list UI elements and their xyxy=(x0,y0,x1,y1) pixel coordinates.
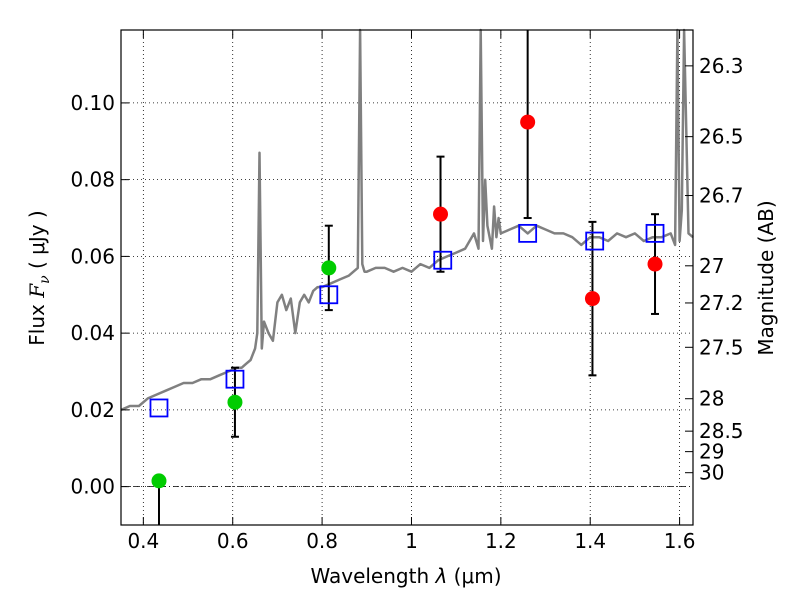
magnitude-tick-label: 27.5 xyxy=(699,335,744,359)
green-point xyxy=(151,473,167,489)
red-point xyxy=(433,206,449,222)
red-point xyxy=(647,256,663,272)
x-tick-label: 1.2 xyxy=(485,529,517,553)
x-tick-label: 0.6 xyxy=(217,529,249,553)
magnitude-tick-label: 28.5 xyxy=(699,419,744,443)
magnitude-tick-label: 26.7 xyxy=(699,184,744,208)
x-tick-label: 0.8 xyxy=(306,529,338,553)
y-tick-label: 0.04 xyxy=(70,321,115,345)
grid-lines xyxy=(121,30,693,525)
open-square-point xyxy=(433,250,453,270)
magnitude-tick-label: 28 xyxy=(699,387,724,411)
magnitude-axis-label: Magnitude (AB) xyxy=(754,200,778,355)
x-tick-label: 1.4 xyxy=(574,529,606,553)
red-point xyxy=(584,291,600,307)
x-tick-label: 1.6 xyxy=(664,529,696,553)
open-square-point xyxy=(645,223,665,243)
open-square-point xyxy=(225,369,245,389)
open-square-point xyxy=(518,223,538,243)
plot-frame xyxy=(120,29,694,526)
y-tick-label: 0.02 xyxy=(70,398,115,422)
magnitude-tick-label: 29 xyxy=(699,440,724,464)
x-tick-label: 1 xyxy=(405,529,418,553)
magnitude-tick-label: 27.2 xyxy=(699,291,744,315)
red-point xyxy=(520,114,536,130)
data-markers xyxy=(149,114,665,489)
y-tick-label: 0.08 xyxy=(70,168,115,192)
magnitude-tick-label: 26.5 xyxy=(699,125,744,149)
x-axis-ticks: 0.4 0.6 0.8 1 1.2 1.4 1.6 xyxy=(127,30,696,553)
y-tick-label: 0.10 xyxy=(70,91,115,115)
open-square-point xyxy=(319,285,339,305)
error-bars xyxy=(154,30,660,525)
open-square-point xyxy=(585,231,605,251)
y-tick-label: 0.00 xyxy=(70,475,115,499)
model-spectrum-line xyxy=(120,28,694,412)
magnitude-tick-label: 27 xyxy=(699,254,724,278)
magnitude-tick-label: 30 xyxy=(699,461,724,485)
y-axis-ticks: 0.00 0.02 0.04 0.06 0.08 0.10 xyxy=(70,91,129,499)
x-axis-label: Wavelength λ (μm) xyxy=(310,564,501,588)
y-axis-label: Flux Fν ( μJy ) xyxy=(25,210,53,345)
model-spectrum xyxy=(120,28,694,412)
open-square-point xyxy=(149,398,169,418)
green-point xyxy=(227,394,243,410)
x-tick-label: 0.4 xyxy=(127,529,159,553)
green-point xyxy=(321,260,337,276)
y-tick-label: 0.06 xyxy=(70,244,115,268)
magnitude-tick-label: 26.3 xyxy=(699,54,744,78)
